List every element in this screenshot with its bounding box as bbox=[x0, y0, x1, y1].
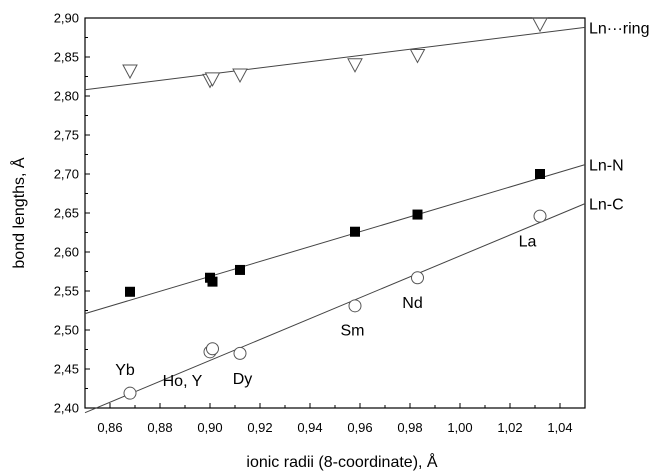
y-tick-label: 2,40 bbox=[54, 401, 79, 416]
y-tick-label: 2,70 bbox=[54, 167, 79, 182]
x-tick-label: 0,90 bbox=[197, 420, 222, 435]
series-label-ln-n: Ln-N bbox=[589, 158, 624, 175]
point-label-la: La bbox=[519, 234, 537, 251]
y-tick-label: 2,60 bbox=[54, 245, 79, 260]
y-tick-label: 2,75 bbox=[54, 128, 79, 143]
x-axis-label: ionic radii (8-coordinate), Å bbox=[246, 452, 438, 471]
fit-lines bbox=[84, 26, 586, 414]
x-tick-label: 0,94 bbox=[297, 420, 322, 435]
chart-labels: Ln···ring Ln-N Ln-C Yb Ho, Y Dy Sm Nd La bbox=[115, 20, 649, 390]
point-ln-ring bbox=[232, 68, 248, 83]
point-ln-n bbox=[235, 264, 245, 275]
point-label-ho-y: Ho, Y bbox=[163, 373, 203, 390]
y-tick-label: 2,50 bbox=[54, 323, 79, 338]
point-ln-n bbox=[535, 169, 545, 179]
y-tick-label: 2,85 bbox=[54, 50, 79, 65]
fit-line-ln-c bbox=[84, 203, 586, 414]
point-ln-ring bbox=[532, 17, 548, 33]
point-ln-c bbox=[533, 209, 547, 223]
point-label-dy: Dy bbox=[233, 371, 253, 388]
data-markers bbox=[122, 17, 548, 400]
y-tick-label: 2,80 bbox=[54, 89, 79, 104]
axis-ticks: 0,86 0,88 0,90 0,92 0,94 0,96 0,98 1,00 1,02 1,04… bbox=[54, 11, 573, 436]
fit-line-ln-n bbox=[84, 164, 586, 315]
point-ln-ring bbox=[347, 58, 363, 73]
y-tick-label: 2,55 bbox=[54, 284, 79, 299]
y-tick-label: 2,65 bbox=[54, 206, 79, 221]
point-ln-ring bbox=[409, 48, 426, 64]
point-ln-n bbox=[350, 226, 360, 237]
fit-line-ln-ring bbox=[84, 26, 586, 91]
series-label-ln-c: Ln-C bbox=[589, 197, 624, 214]
y-tick-label: 2,90 bbox=[54, 11, 79, 26]
point-label-nd: Nd bbox=[402, 295, 422, 312]
point-ln-n bbox=[207, 276, 218, 287]
point-ln-c bbox=[233, 346, 247, 360]
y-axis-label: bond lengths, Å bbox=[9, 157, 28, 269]
x-tick-label: 1,00 bbox=[447, 420, 472, 435]
point-ln-ring bbox=[122, 64, 138, 80]
point-ln-c bbox=[348, 299, 362, 313]
point-label-sm: Sm bbox=[341, 322, 365, 339]
y-tick-label: 2,45 bbox=[54, 362, 79, 377]
point-ln-ring bbox=[204, 72, 221, 87]
x-tick-label: 0,88 bbox=[147, 420, 172, 435]
plot-border bbox=[84, 17, 586, 409]
series-label-ln-ring: Ln···ring bbox=[589, 20, 649, 37]
x-tick-label: 0,92 bbox=[247, 420, 272, 435]
x-tick-label: 1,02 bbox=[497, 420, 522, 435]
x-tick-label: 1,04 bbox=[547, 420, 572, 435]
plot-frame bbox=[84, 17, 586, 409]
point-ln-c bbox=[123, 386, 137, 400]
point-ln-c bbox=[411, 271, 424, 285]
point-ln-n bbox=[412, 209, 423, 220]
point-ln-c bbox=[206, 342, 219, 356]
x-tick-label: 0,96 bbox=[347, 420, 372, 435]
x-tick-label: 0,98 bbox=[397, 420, 422, 435]
point-ln-n bbox=[125, 286, 135, 297]
x-tick-label: 0,86 bbox=[97, 420, 122, 435]
point-label-yb: Yb bbox=[115, 362, 135, 379]
